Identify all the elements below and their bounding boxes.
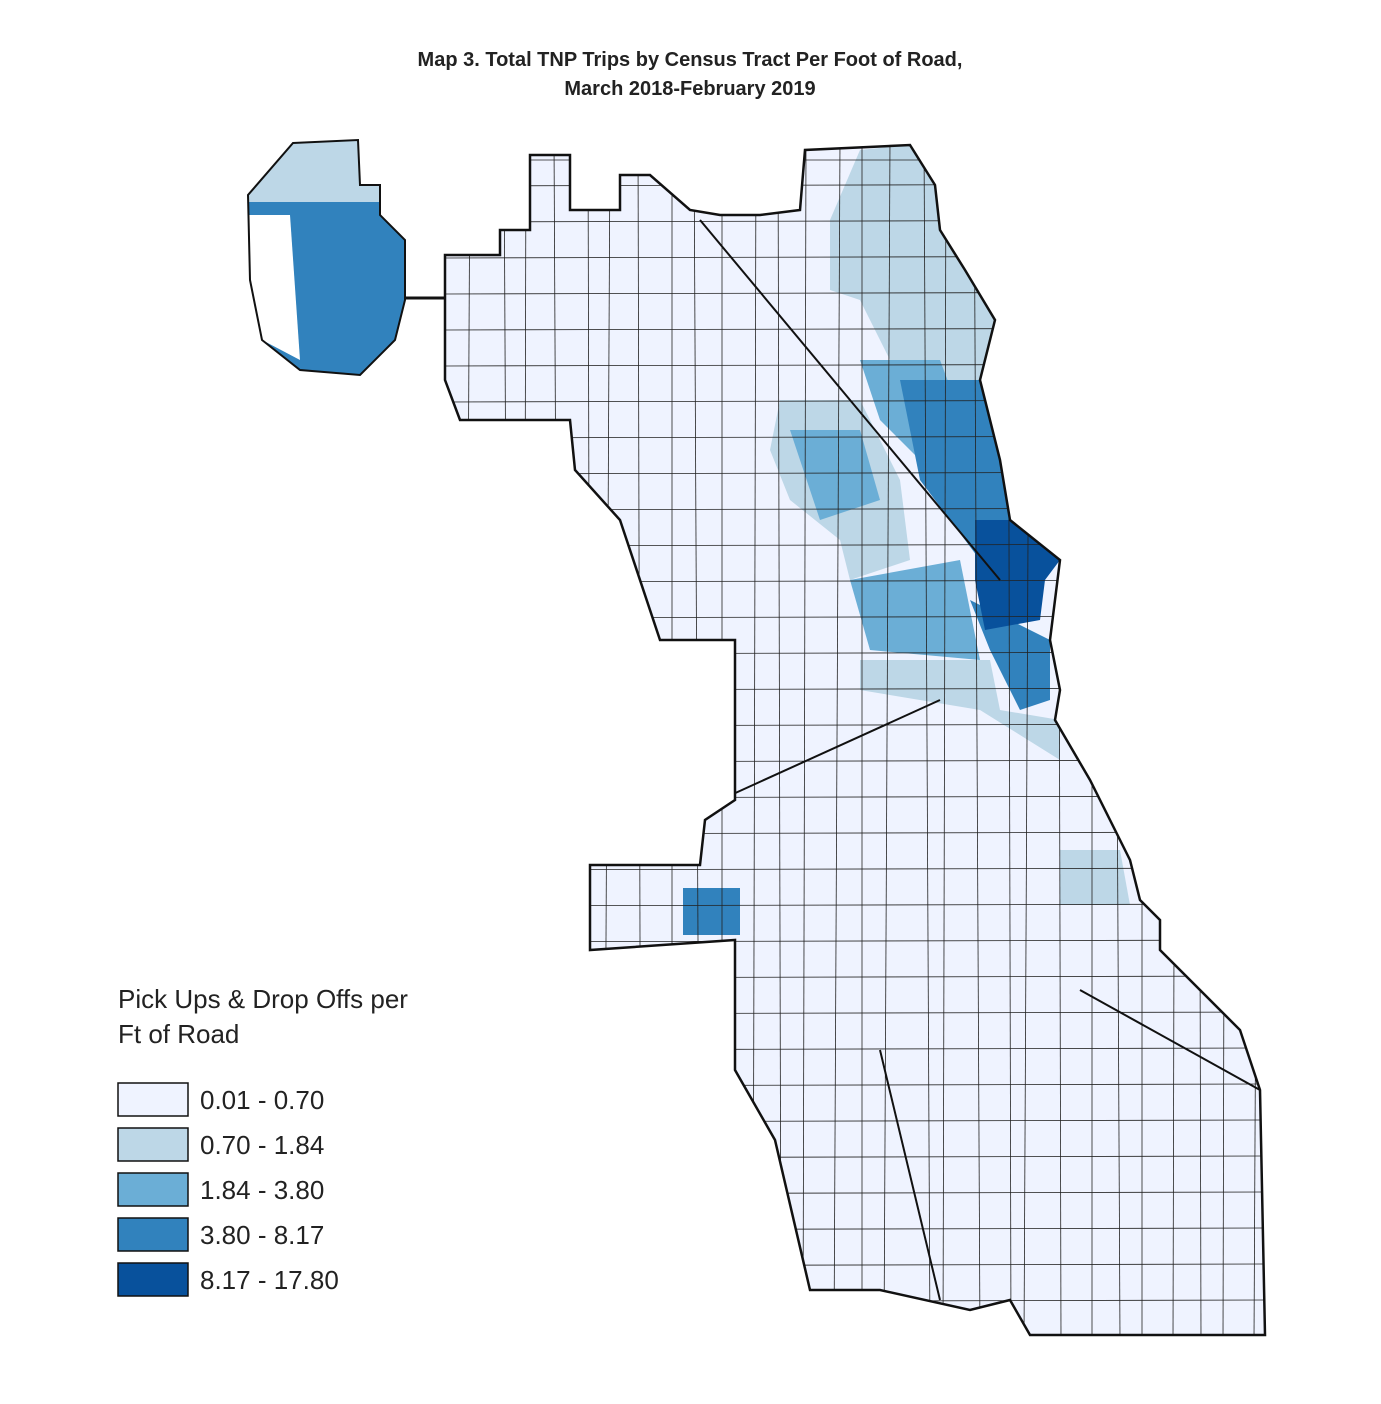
legend: 0.01 - 0.70 0.70 - 1.84 1.84 - 3.80 3.80 - … bbox=[117, 1082, 339, 1297]
road bbox=[719, 699, 941, 801]
tract-region bbox=[900, 380, 1010, 560]
ohare-outline bbox=[246, 138, 406, 377]
tract-region bbox=[790, 430, 880, 520]
legend-swatch bbox=[117, 1262, 189, 1297]
legend-label: 1.84 - 3.80 bbox=[200, 1175, 324, 1205]
tract-boundary bbox=[440, 1336, 1270, 1338]
tract-region bbox=[445, 145, 1265, 1335]
tract-boundary bbox=[883, 145, 891, 1335]
tract-region bbox=[1060, 850, 1130, 905]
city-outline bbox=[443, 143, 1267, 1337]
road bbox=[699, 219, 1001, 581]
tract-boundary bbox=[777, 145, 782, 1335]
tract-boundary bbox=[942, 145, 947, 1335]
legend-title: Ft of Road bbox=[118, 1019, 239, 1049]
unshaded-area bbox=[248, 215, 300, 360]
map-title: Map 3. Total TNP Trips by Census Tract P… bbox=[418, 49, 963, 71]
legend-label: 0.01 - 0.70 bbox=[200, 1085, 324, 1115]
tract-boundary bbox=[923, 145, 931, 1335]
ohare-area bbox=[248, 140, 405, 375]
legend-label: 0.70 - 1.84 bbox=[200, 1130, 324, 1160]
tract-boundary bbox=[973, 145, 981, 1335]
legend-swatch bbox=[117, 1217, 189, 1252]
tract-region bbox=[683, 888, 740, 935]
legend-swatch bbox=[117, 1127, 189, 1162]
road bbox=[1079, 989, 1261, 1091]
map bbox=[246, 138, 1270, 1338]
tract-region bbox=[975, 520, 1060, 630]
road bbox=[879, 1049, 941, 1301]
tract-boundary bbox=[802, 145, 807, 1335]
tract-region bbox=[850, 560, 980, 660]
legend-title: Pick Ups & Drop Offs per bbox=[118, 984, 408, 1014]
tract-region bbox=[830, 145, 995, 380]
legend-swatch bbox=[117, 1172, 189, 1207]
legend-label: 3.80 - 8.17 bbox=[200, 1220, 324, 1250]
tract-boundary bbox=[833, 145, 841, 1335]
legend-label: 8.17 - 17.80 bbox=[200, 1265, 339, 1295]
legend-swatch bbox=[117, 1082, 189, 1117]
tract-region bbox=[860, 660, 1060, 760]
city-area bbox=[440, 145, 1270, 1338]
map-subtitle: March 2018-February 2019 bbox=[564, 78, 815, 100]
